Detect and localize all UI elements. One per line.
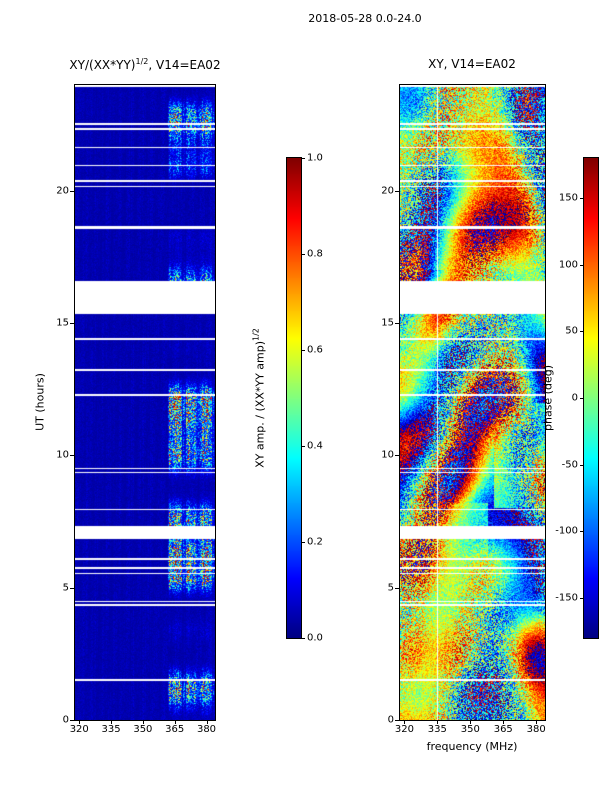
amplitude-colorbar-label-text: XY amp. / (XX*YY amp) bbox=[253, 340, 267, 468]
phase-colorbar-tick-mark bbox=[580, 465, 583, 466]
amplitude-colorbar-label: XY amp. / (XX*YY amp)1/2 bbox=[252, 328, 267, 468]
amplitude-colorbar-canvas bbox=[287, 158, 301, 638]
y-tick-label: 5 bbox=[387, 582, 394, 594]
amplitude-colorbar-tick-mark bbox=[302, 638, 305, 639]
amplitude-colorbar-tick-label: 0.6 bbox=[307, 344, 323, 356]
amplitude-colorbar bbox=[286, 157, 302, 639]
right-panel-title: XY, V14=EA02 bbox=[428, 57, 516, 71]
y-tick-mark bbox=[395, 588, 399, 589]
amplitude-colorbar-tick-mark bbox=[302, 542, 305, 543]
x-tick-label: 350 bbox=[460, 724, 480, 735]
phase-colorbar-canvas bbox=[584, 158, 598, 638]
left-heatmap-panel bbox=[74, 84, 216, 721]
x-tick-label: 380 bbox=[196, 724, 217, 735]
phase-colorbar bbox=[583, 157, 599, 639]
phase-colorbar-tick-mark bbox=[580, 265, 583, 266]
x-tick-label: 365 bbox=[493, 724, 513, 735]
right-heatmap-panel bbox=[399, 84, 546, 721]
phase-colorbar-tick-label: -100 bbox=[555, 525, 578, 537]
x-tick-label: 335 bbox=[427, 724, 447, 735]
y-tick-mark bbox=[70, 720, 74, 721]
phase-colorbar-tick-mark bbox=[580, 598, 583, 599]
y-tick-label: 10 bbox=[56, 449, 69, 461]
x-tick-mark bbox=[143, 720, 144, 724]
phase-colorbar-tick-mark bbox=[580, 531, 583, 532]
left-panel-title: XY/(XX*YY)1/2, V14=EA02 bbox=[69, 57, 220, 72]
right-heatmap-canvas bbox=[400, 85, 545, 720]
amplitude-colorbar-tick-mark bbox=[302, 350, 305, 351]
amplitude-colorbar-tick-label: 0.4 bbox=[307, 440, 323, 452]
y-tick-label: 10 bbox=[381, 449, 394, 461]
phase-colorbar-tick-mark bbox=[580, 198, 583, 199]
x-tick-label: 365 bbox=[165, 724, 185, 735]
y-tick-label: 15 bbox=[56, 317, 69, 329]
x-axis-label: frequency (MHz) bbox=[426, 740, 518, 753]
y-tick-label: 0 bbox=[387, 714, 394, 726]
amplitude-colorbar-tick-label: 1.0 bbox=[307, 152, 323, 164]
y-tick-mark bbox=[70, 191, 74, 192]
amplitude-colorbar-tick-label: 0.2 bbox=[307, 536, 323, 548]
left-panel-title-superscript: 1/2 bbox=[135, 57, 149, 66]
x-tick-label: 380 bbox=[526, 724, 546, 735]
x-tick-label: 335 bbox=[101, 724, 121, 735]
figure-title: 2018-05-28 0.0-24.0 bbox=[308, 12, 422, 25]
x-tick-mark bbox=[207, 720, 208, 724]
x-tick-mark bbox=[470, 720, 471, 724]
y-tick-label: 0 bbox=[62, 714, 69, 726]
amplitude-colorbar-tick-mark bbox=[302, 254, 305, 255]
y-tick-mark bbox=[395, 323, 399, 324]
x-tick-mark bbox=[536, 720, 537, 724]
amplitude-colorbar-label-superscript: 1/2 bbox=[251, 328, 261, 341]
x-tick-mark bbox=[503, 720, 504, 724]
phase-colorbar-tick-label: -50 bbox=[561, 459, 578, 471]
amplitude-colorbar-tick-label: 0.0 bbox=[307, 632, 323, 644]
x-tick-mark bbox=[175, 720, 176, 724]
x-tick-mark bbox=[79, 720, 80, 724]
x-tick-mark bbox=[404, 720, 405, 724]
y-tick-mark bbox=[70, 323, 74, 324]
y-tick-mark bbox=[395, 191, 399, 192]
y-tick-mark bbox=[70, 588, 74, 589]
y-tick-label: 20 bbox=[56, 185, 69, 197]
y-tick-label: 5 bbox=[62, 582, 69, 594]
y-tick-label: 15 bbox=[381, 317, 394, 329]
phase-colorbar-tick-mark bbox=[580, 331, 583, 332]
phase-colorbar-tick-label: -150 bbox=[555, 592, 578, 604]
y-tick-mark bbox=[70, 455, 74, 456]
phase-colorbar-tick-mark bbox=[580, 398, 583, 399]
x-tick-label: 350 bbox=[133, 724, 153, 735]
phase-colorbar-tick-label: 50 bbox=[565, 325, 578, 337]
phase-colorbar-tick-label: 0 bbox=[571, 392, 578, 404]
y-tick-label: 20 bbox=[381, 185, 394, 197]
phase-colorbar-tick-label: 100 bbox=[558, 259, 578, 271]
y-tick-mark bbox=[395, 455, 399, 456]
x-tick-mark bbox=[111, 720, 112, 724]
y-axis-label: UT (hours) bbox=[33, 373, 47, 431]
left-heatmap-canvas bbox=[75, 85, 215, 720]
phase-colorbar-tick-label: 150 bbox=[558, 192, 578, 204]
amplitude-colorbar-tick-mark bbox=[302, 158, 305, 159]
amplitude-colorbar-tick-label: 0.8 bbox=[307, 248, 323, 260]
left-panel-title-suffix: , V14=EA02 bbox=[148, 58, 221, 72]
x-tick-mark bbox=[437, 720, 438, 724]
left-panel-title-text: XY/(XX*YY) bbox=[69, 58, 136, 72]
x-tick-label: 320 bbox=[394, 724, 414, 735]
amplitude-colorbar-tick-mark bbox=[302, 446, 305, 447]
y-tick-mark bbox=[395, 720, 399, 721]
x-tick-label: 320 bbox=[69, 724, 89, 735]
